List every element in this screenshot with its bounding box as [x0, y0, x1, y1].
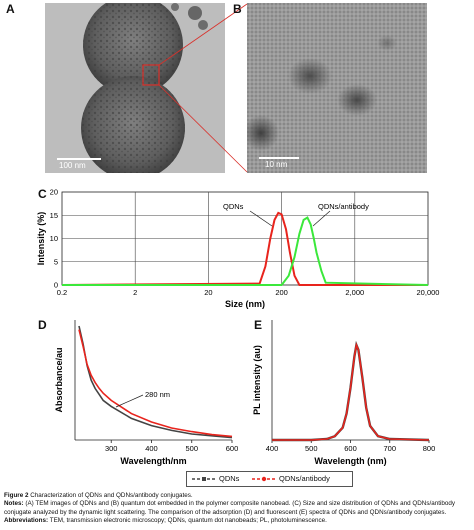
panel-label-d: D [38, 318, 47, 332]
x-tick-label-d: 400 [145, 444, 158, 453]
x-axis-label-e: Wavelength (nm) [314, 456, 386, 466]
scale-bar-a [57, 158, 101, 160]
caption-abbrev-text: TEM, transmission electronic microscopy;… [48, 517, 327, 525]
chart-c: 0.2 2 20 200 2,000 20,000 0 5 10 15 20 QDNs QDNs/ant… [36, 188, 440, 310]
x-tick-label-c: 20 [204, 288, 212, 297]
legend-swatch-qdns [192, 477, 216, 481]
x-tick-label-c: 0.2 [57, 288, 67, 297]
y-tick-label-c: 10 [50, 234, 58, 243]
caption-abbreviations: Abbreviations: TEM, transmission electro… [4, 517, 470, 525]
caption-title: Figure 2 Characterization of QDNs and QD… [4, 492, 470, 500]
y-tick-label-c: 15 [50, 211, 58, 220]
caption-title-text: Characterization of QDNs and QDNs/antibo… [28, 492, 193, 499]
x-tick-label-d: 600 [226, 444, 239, 453]
annotation-arrow-qdns [249, 210, 273, 227]
annotation-arrow-qdns-antibody [312, 210, 331, 227]
scale-label-b: 10 nm [265, 160, 288, 169]
tem-image-b-graphic [247, 3, 427, 173]
annotation-qdns: QDNs [223, 202, 244, 211]
caption-notes-label: Notes: [4, 500, 24, 508]
panel-label-e: E [254, 318, 263, 332]
y-tick-label-c: 20 [50, 188, 58, 197]
series-line-c-qdns-antibody [62, 216, 429, 286]
legend-label-qdns-antibody: QDNs/antibody [279, 474, 330, 483]
series-line-e-qdns-antibody [272, 342, 430, 441]
x-tick-label-e: 800 [423, 444, 436, 453]
caption-title-bold: Figure 2 [4, 492, 29, 499]
y-tick-label-c: 0 [54, 281, 58, 290]
x-tick-label-c: 20,000 [417, 288, 440, 297]
tem-image-a-graphic [45, 3, 225, 173]
x-tick-label-e: 600 [344, 444, 357, 453]
x-tick-label-c: 2,000 [345, 288, 364, 297]
tem-image-a: 100 nm [45, 3, 225, 173]
legend-label-qdns: QDNs [219, 474, 240, 483]
annotation-280nm: 280 nm [145, 390, 170, 399]
scale-bar-b [259, 157, 299, 159]
figure-caption: Figure 2 Characterization of QDNs and QD… [4, 492, 470, 526]
scale-label-a: 100 nm [59, 161, 86, 170]
caption-notes: Notes: (A) TEM images of QDNs and (B) qu… [4, 500, 470, 517]
annotation-arrow-280nm [115, 394, 144, 408]
y-axis-label-e: PL intensity (au) [252, 345, 262, 415]
x-tick-label-c: 200 [275, 288, 288, 297]
x-tick-label-d: 500 [185, 444, 198, 453]
series-line-c-qdns [61, 211, 428, 286]
x-tick-label-c: 2 [133, 288, 137, 297]
legend: QDNs QDNs/antibody [186, 471, 353, 487]
zoom-connector [158, 3, 248, 173]
chart-d: 300 400 500 600 280 nm Wavelength/nm Absorbanc… [54, 320, 239, 466]
caption-notes-text: (A) TEM images of QDNs and (B) quantum d… [4, 500, 456, 516]
y-axis-label-c: Intensity (%) [36, 212, 46, 266]
caption-abbrev-label: Abbreviations: [4, 517, 49, 525]
annotation-qdns-antibody: QDNs/antibody [318, 202, 369, 211]
panel-label-b: B [233, 2, 242, 16]
y-axis-label-d: Absorbance/au [54, 347, 64, 412]
x-tick-label-e: 400 [266, 444, 279, 453]
x-axis-label-d: Wavelength/nm [120, 456, 186, 466]
x-tick-label-e: 500 [305, 444, 318, 453]
x-tick-label-e: 700 [383, 444, 396, 453]
legend-swatch-qdns-antibody [252, 476, 276, 482]
chart-e: 400 500 600 700 800 Wavelength (nm) PL intensi… [252, 320, 436, 466]
series-line-d-qdns [78, 325, 233, 439]
y-tick-label-c: 5 [54, 257, 58, 266]
x-axis-label-c: Size (nm) [225, 299, 265, 309]
tem-image-b: 10 nm [247, 3, 427, 173]
x-tick-label-d: 300 [105, 444, 118, 453]
panel-label-a: A [6, 2, 15, 16]
series-line-d-qdns-antibody [78, 329, 233, 438]
panel-label-c: C [38, 187, 47, 201]
